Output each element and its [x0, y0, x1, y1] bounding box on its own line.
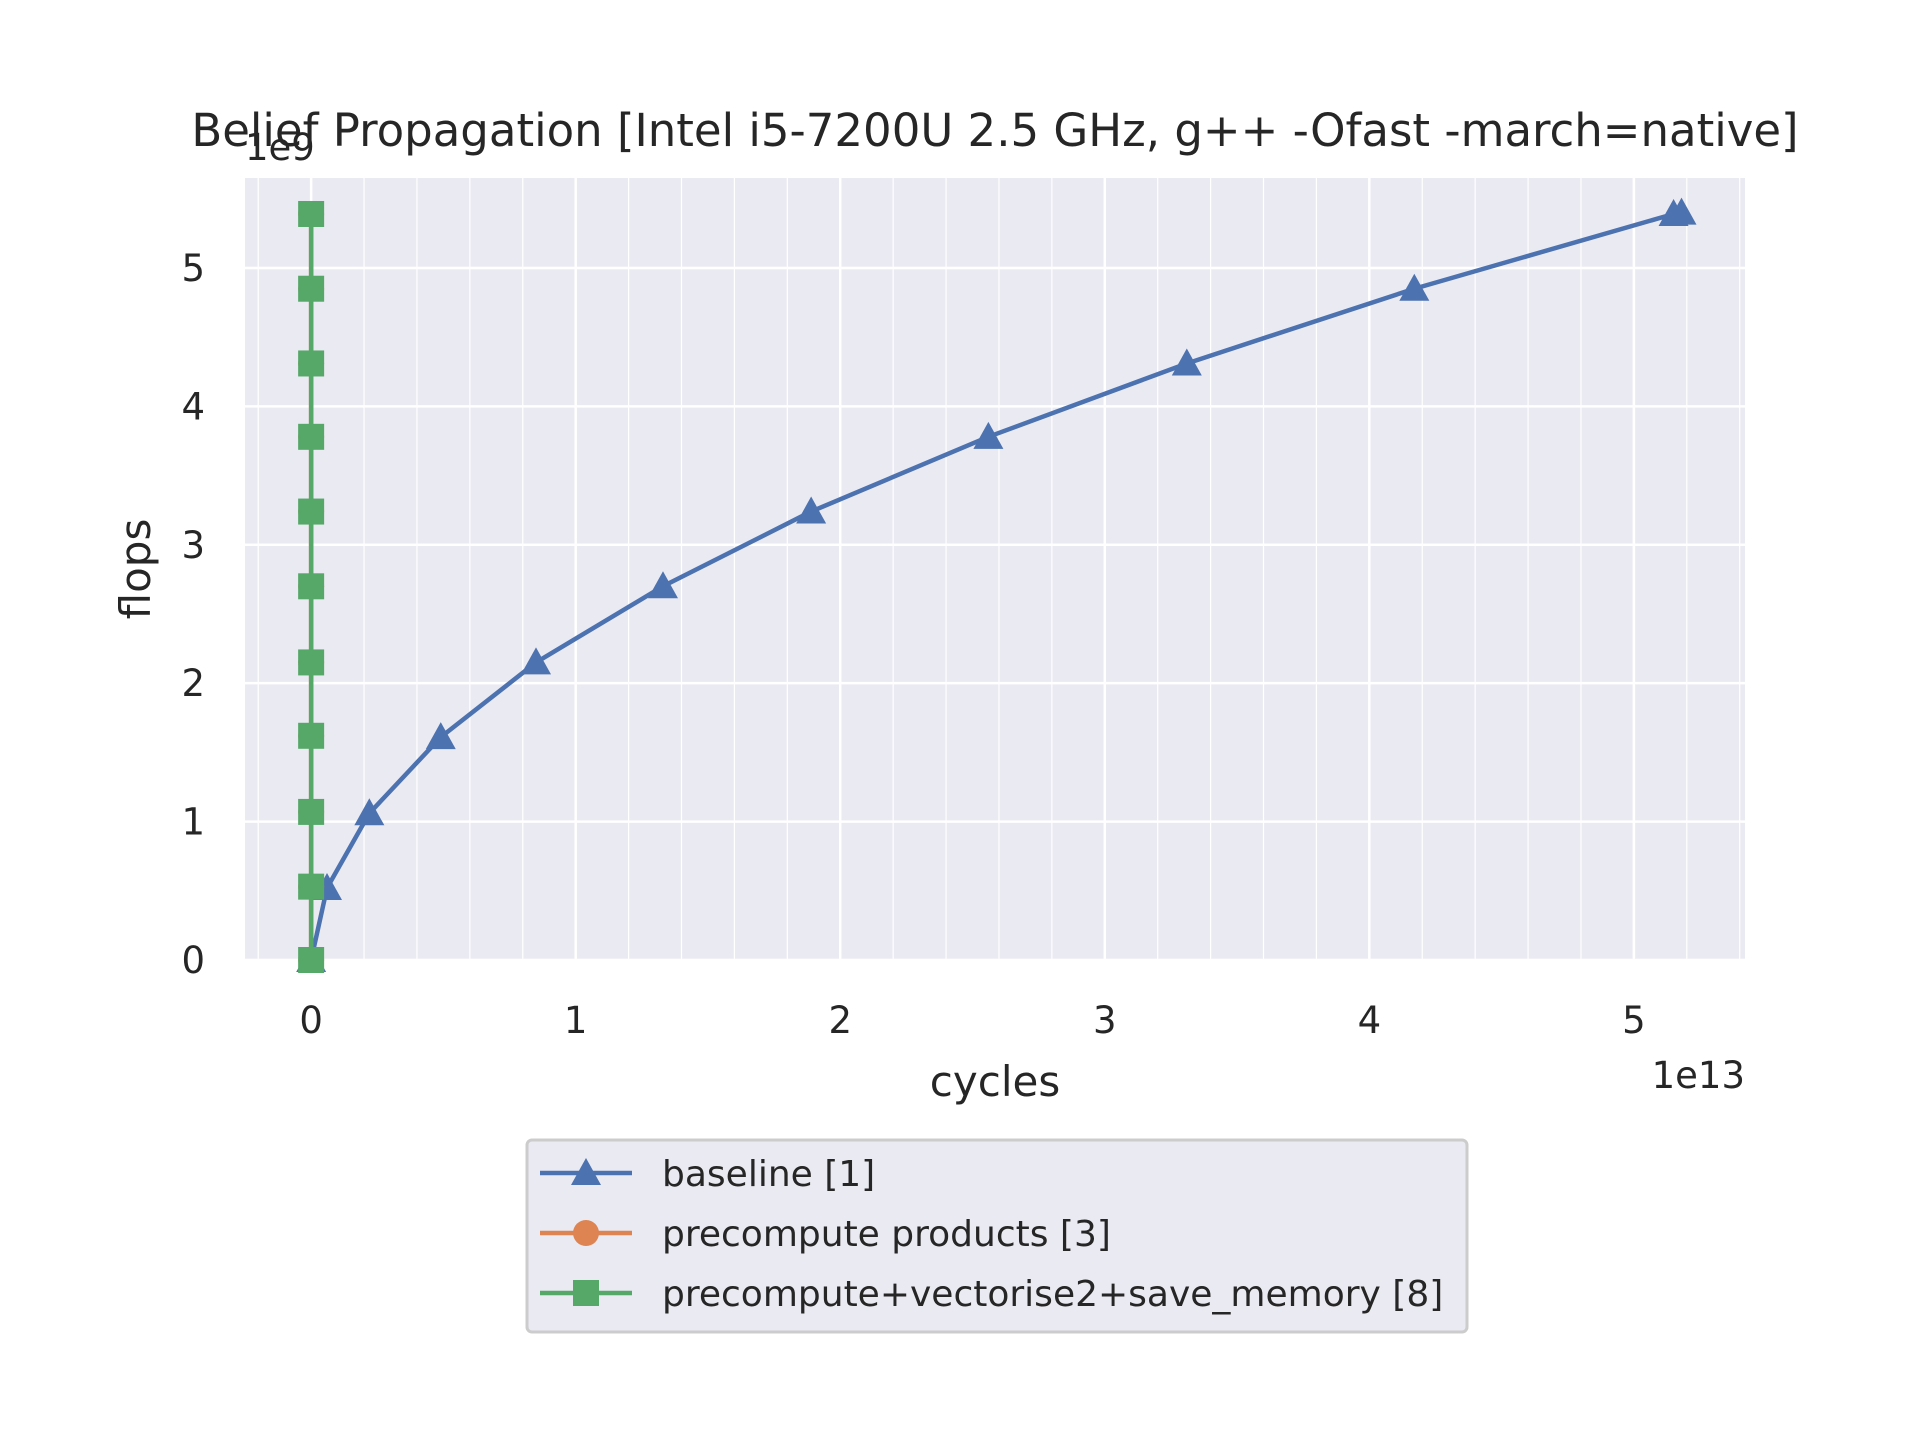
data-point	[425, 722, 456, 750]
x-tick-label: 4	[1358, 999, 1382, 1042]
data-point	[298, 498, 325, 525]
data-point	[298, 573, 325, 600]
y-tick-label: 1	[181, 801, 205, 844]
x-tick-label: 2	[828, 999, 852, 1042]
x-tick-label: 1	[564, 999, 588, 1042]
data-point	[354, 798, 385, 826]
series-line	[308, 210, 1682, 961]
data-point	[298, 722, 325, 749]
data-point	[1171, 348, 1202, 376]
legend: baseline [1] precompute products [3] preco…	[525, 1138, 1469, 1334]
legend-box	[525, 1138, 1469, 1334]
plot-area	[245, 178, 1745, 960]
y-tick-label: 3	[181, 524, 205, 567]
x-axis-label: cycles	[930, 1057, 1060, 1106]
x-tick-label: 5	[1622, 999, 1646, 1042]
series-0	[296, 197, 1697, 972]
y-tick-label: 4	[181, 385, 205, 428]
x-tick-label: 3	[1093, 999, 1117, 1042]
y-offset-text: 1e9	[245, 126, 315, 169]
data-point	[1666, 197, 1697, 225]
series-2	[298, 200, 325, 973]
series-layer	[296, 197, 1697, 973]
legend-marker	[571, 1158, 601, 1185]
data-point	[298, 873, 325, 900]
x-offset-text: 1e13	[1652, 1054, 1745, 1097]
data-point	[1399, 273, 1430, 301]
data-point	[298, 798, 325, 825]
data-point	[796, 496, 827, 524]
legend-label: baseline [1]	[662, 1154, 875, 1195]
data-point	[973, 421, 1004, 449]
data-point	[298, 947, 325, 973]
data-point	[298, 350, 325, 377]
x-tick-label: 0	[299, 999, 323, 1042]
y-tick-label: 0	[181, 939, 205, 982]
tick-labels: 0 1 2 3 4 5 0 1 2 3 4 5	[181, 247, 1645, 1042]
legend-entry: precompute+vectorise2+save_memory [8]	[540, 1274, 1443, 1315]
data-point	[298, 275, 325, 302]
y-tick-label: 5	[181, 247, 205, 290]
data-point	[521, 647, 552, 675]
minor-grid	[257, 178, 1741, 960]
y-tick-label: 2	[181, 662, 205, 705]
legend-marker	[573, 1220, 599, 1246]
legend-entry: baseline [1]	[540, 1154, 875, 1195]
data-point	[298, 649, 325, 676]
legend-marker	[573, 1280, 599, 1306]
legend-label: precompute+vectorise2+save_memory [8]	[662, 1274, 1443, 1315]
chart-title: Belief Propagation [Intel i5-7200U 2.5 G…	[191, 104, 1798, 157]
data-point	[298, 200, 325, 227]
data-point	[647, 571, 678, 599]
legend-entry: precompute products [3]	[540, 1214, 1111, 1255]
y-axis-label: flops	[111, 519, 160, 620]
data-point	[298, 423, 325, 450]
legend-label: precompute products [3]	[662, 1214, 1111, 1255]
